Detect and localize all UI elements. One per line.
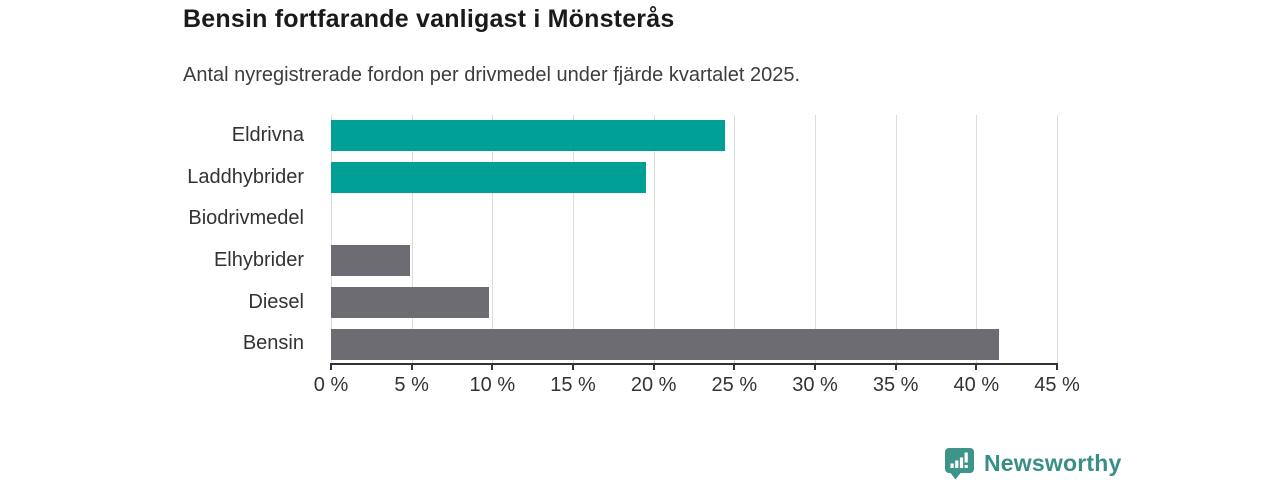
x-tick-label: 10 % [469,374,516,396]
axis-tick [733,363,736,370]
axis-tick [491,363,494,370]
category-label: Bensin [242,332,304,355]
gridline [976,115,978,363]
newsworthy-chart-bubble-icon [944,447,975,480]
category-label: Elhybrider [213,249,304,271]
category-label: Diesel [248,290,304,313]
axis-tick [975,363,978,370]
x-tick-label: 0 % [313,374,349,396]
gridline [1057,115,1058,363]
gridline [411,115,413,363]
gridline [895,115,897,363]
gridline [331,115,332,363]
bar-eldrivna [331,120,725,152]
category-label: Laddhybrider [187,165,304,188]
x-tick-label: 40 % [953,374,1000,396]
axis-tick [572,363,574,370]
gridline [815,115,816,363]
x-tick-label: 20 % [630,374,677,396]
x-tick-label: 45 % [1034,374,1080,396]
chart-title: Bensin fortfarande vanligast i Mönsterås [183,5,675,33]
x-tick-label: 35 % [872,374,919,396]
axis-tick [330,363,332,370]
x-tick-label: 30 % [792,374,838,396]
plot-area: 0 % 5 % 10 % 15 % 20 % 25 % 30 % 35 % 40 % 45 % [314,115,1080,396]
bar-bensin [331,328,999,360]
category-label: Biodrivmedel [188,207,304,230]
x-tick-label: 15 % [550,374,596,396]
bar-diesel [331,287,490,318]
category-labels: Eldrivna Laddhybrider Biodrivmedel Elhybrid… [0,115,318,365]
axis-tick [894,363,897,370]
x-tick-label: 5 % [394,374,429,396]
axis-tick [814,363,816,370]
newsworthy-logo[interactable]: Newsworthy [944,447,1121,480]
axis-tick [1056,363,1058,370]
bar-laddhybrider [331,162,646,193]
category-label: Eldrivna [231,124,304,146]
gridline [734,115,736,363]
axis-tick [652,363,655,370]
gridline [573,115,574,363]
newsworthy-wordmark: Newsworthy [984,450,1122,476]
gridline [492,115,494,363]
chart-subtitle: Antal nyregistrerade fordon per drivmede… [183,64,801,86]
gridline [653,115,655,363]
x-tick-label: 25 % [711,374,758,396]
bar-elhybrider [331,245,411,277]
axis-tick [410,363,413,370]
